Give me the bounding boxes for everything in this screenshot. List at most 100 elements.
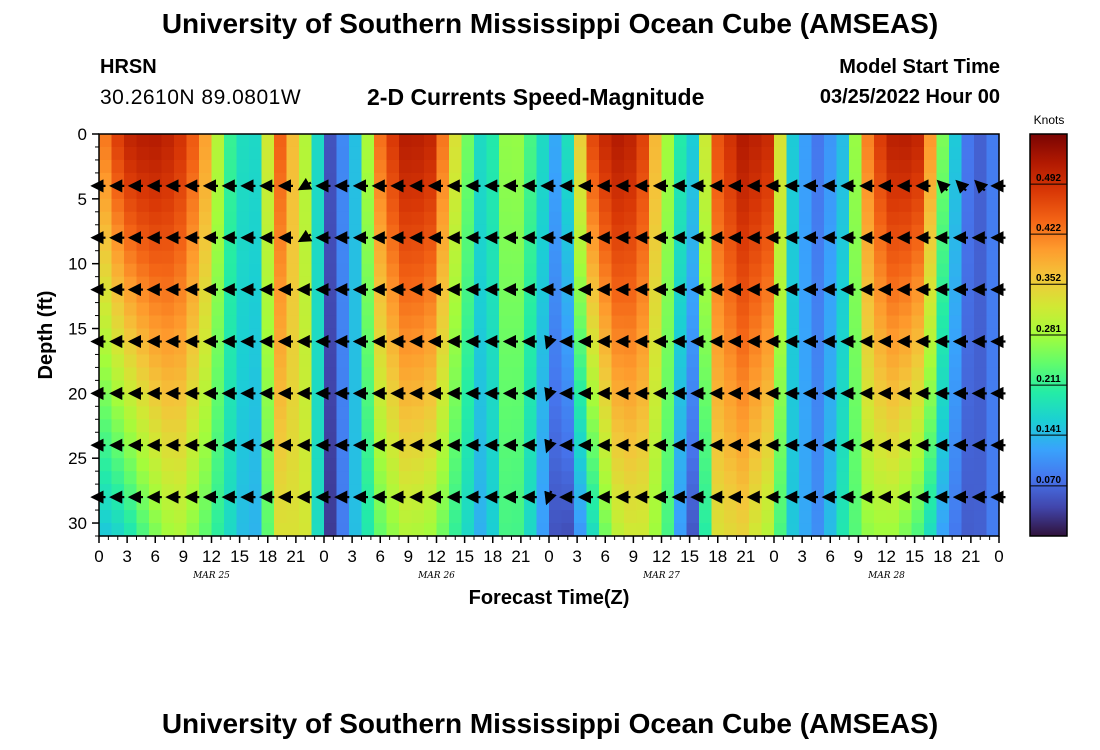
heatmap-cell (124, 367, 138, 381)
heatmap-cell (749, 185, 763, 200)
heatmap-cell (186, 510, 200, 524)
heatmap-cell (511, 510, 525, 524)
heatmap-cell (374, 341, 388, 356)
heatmap-cell (524, 484, 538, 498)
heatmap-cell (636, 263, 650, 278)
heatmap-cell (486, 211, 500, 226)
heatmap-cell (274, 445, 288, 459)
heatmap-cell (711, 406, 725, 420)
heatmap-cell (649, 432, 663, 446)
heatmap-cell (599, 159, 613, 174)
heatmap-cell (586, 328, 600, 343)
heatmap-cell (499, 432, 513, 446)
heatmap-cell (899, 484, 913, 498)
heatmap-cell (849, 497, 863, 511)
heatmap-cell (199, 393, 213, 407)
heatmap-cell (136, 484, 150, 498)
heatmap-cell (124, 523, 138, 537)
heatmap-cell (586, 458, 600, 472)
heatmap-cell (824, 328, 838, 343)
heatmap-cell (861, 198, 875, 213)
heatmap-cell (874, 458, 888, 472)
heatmap-cell (361, 367, 375, 381)
heatmap-cell (736, 510, 750, 524)
heatmap-cell (661, 432, 675, 446)
heatmap-cell (186, 328, 200, 343)
heatmap-cell (674, 341, 688, 356)
heatmap-cell (286, 146, 300, 161)
heatmap-cell (261, 250, 275, 265)
heatmap-cell (686, 172, 700, 187)
heatmap-cell (711, 263, 725, 278)
heatmap-cell (311, 471, 325, 485)
heatmap-cell (174, 134, 188, 148)
heatmap-cell (436, 302, 450, 317)
heatmap-cell (736, 185, 750, 200)
heatmap-cell (849, 302, 863, 317)
heatmap-cell (311, 263, 325, 278)
heatmap-cell (899, 134, 913, 148)
heatmap-cell (211, 224, 225, 239)
heatmap-cell (624, 393, 638, 407)
heatmap-cell (449, 354, 463, 369)
heatmap-cell (861, 328, 875, 343)
heatmap-cell (761, 134, 775, 148)
heatmap-cell (974, 315, 988, 330)
heatmap-cell (486, 302, 500, 317)
heatmap-cell (411, 134, 425, 148)
heatmap-cell (599, 341, 613, 356)
heatmap-cell (349, 445, 363, 459)
heatmap-cell (461, 510, 475, 524)
heatmap-cell (586, 432, 600, 446)
heatmap-cell (149, 172, 163, 187)
heatmap-cell (486, 185, 500, 200)
heatmap-cell (99, 250, 113, 265)
heatmap-cell (136, 172, 150, 187)
heatmap-cell (674, 146, 688, 161)
heatmap-cell (761, 289, 775, 304)
heatmap-cell (286, 276, 300, 291)
x-tick-label: 18 (708, 547, 727, 566)
heatmap-cell (211, 406, 225, 420)
heatmap-cell (986, 134, 1000, 148)
heatmap-cell (349, 406, 363, 420)
heatmap-cell (249, 471, 263, 485)
heatmap-cell (774, 458, 788, 472)
heatmap-cell (436, 458, 450, 472)
heatmap-cell (186, 172, 200, 187)
heatmap-cell (586, 523, 600, 537)
heatmap-cell (674, 406, 688, 420)
heatmap-cell (636, 250, 650, 265)
heatmap-cell (524, 276, 538, 291)
heatmap-cell (761, 380, 775, 394)
heatmap-cell (761, 159, 775, 174)
heatmap-cell (174, 185, 188, 200)
heatmap-cell (474, 380, 488, 394)
heatmap-cell (411, 354, 425, 369)
heatmap-cell (836, 185, 850, 200)
heatmap-cell (436, 172, 450, 187)
heatmap-cell (899, 315, 913, 330)
heatmap-cell (99, 510, 113, 524)
heatmap-cell (749, 146, 763, 161)
heatmap-cell (411, 458, 425, 472)
heatmap-cell (824, 354, 838, 369)
heatmap-cell (274, 367, 288, 381)
heatmap-cell (811, 237, 825, 252)
heatmap-cell (774, 445, 788, 459)
heatmap-cell (274, 419, 288, 433)
heatmap-cell (361, 497, 375, 511)
heatmap-cell (624, 484, 638, 498)
heatmap-cell (961, 393, 975, 407)
heatmap-cell (424, 510, 438, 524)
heatmap-cell (436, 367, 450, 381)
heatmap-cell (924, 380, 938, 394)
heatmap-cell (274, 497, 288, 511)
heatmap-cell (749, 419, 763, 433)
heatmap-cell (849, 276, 863, 291)
heatmap-cell (499, 380, 513, 394)
heatmap-cell (974, 198, 988, 213)
heatmap-cell (836, 315, 850, 330)
heatmap-cell (874, 224, 888, 239)
heatmap-cell (899, 523, 913, 537)
